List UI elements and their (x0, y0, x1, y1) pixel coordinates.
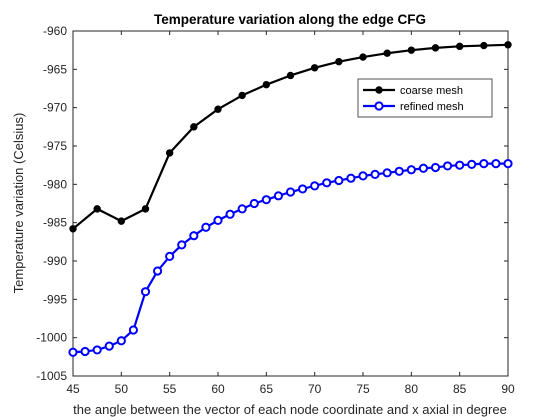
x-tick-label: 85 (453, 382, 467, 396)
data-point-refined-mesh (177, 240, 187, 250)
data-point-refined-mesh (201, 222, 211, 232)
y-axis: -1005 -1000 -995 -990 -985 -980 -975 -970 -965 -9… (36, 24, 508, 383)
x-tick-label: 75 (356, 382, 370, 396)
y-tick-label: -995 (43, 292, 67, 306)
x-tick-label: 90 (501, 382, 515, 396)
data-point-refined-mesh (116, 336, 126, 346)
data-point-refined-mesh (165, 251, 175, 261)
legend: coarse mesh refined mesh (357, 78, 493, 118)
chart-title: Temperature variation along the edge CFG (154, 12, 426, 27)
y-tick-label: -980 (43, 177, 67, 191)
data-point-coarse-mesh (69, 225, 77, 233)
data-point-coarse-mesh (286, 71, 295, 80)
x-tick-label: 70 (308, 382, 322, 396)
data-point-refined-mesh (370, 169, 380, 179)
data-point-coarse-mesh (165, 149, 174, 157)
x-axis-label: the angle between the vector of each nod… (73, 402, 507, 417)
data-point-refined-mesh (394, 166, 404, 176)
data-point-refined-mesh (467, 159, 477, 169)
y-tick-label: -990 (43, 254, 67, 268)
data-point-coarse-mesh (117, 217, 126, 225)
data-point-coarse-mesh (141, 205, 150, 213)
data-point-coarse-mesh (262, 80, 271, 89)
data-point-refined-mesh (237, 204, 247, 214)
data-point-refined-mesh (140, 287, 151, 297)
y-axis-label: Temperature variation (Celsius) (11, 113, 26, 294)
data-point-coarse-mesh (214, 105, 222, 113)
data-point-refined-mesh (406, 165, 416, 175)
legend-label-coarse-mesh: coarse mesh (400, 85, 463, 97)
data-point-coarse-mesh (359, 53, 367, 61)
data-point-refined-mesh (285, 187, 296, 197)
x-tick-label: 60 (211, 382, 225, 396)
data-point-refined-mesh (92, 345, 102, 355)
data-point-refined-mesh (273, 191, 284, 201)
data-point-refined-mesh (80, 346, 90, 357)
data-point-refined-mesh (430, 162, 441, 173)
data-point-refined-mesh (249, 198, 259, 209)
data-point-coarse-mesh (335, 57, 343, 66)
data-point-refined-mesh (128, 325, 139, 335)
data-point-coarse-mesh (504, 41, 512, 49)
y-tick-label: -975 (43, 139, 67, 153)
y-tick-label: -960 (43, 24, 67, 38)
y-tick-label: -970 (43, 101, 67, 115)
data-point-refined-mesh (213, 215, 223, 225)
data-point-refined-mesh (310, 181, 320, 191)
x-tick-label: 65 (260, 382, 274, 396)
data-point-coarse-mesh (431, 44, 440, 52)
y-tick-label: -985 (43, 216, 67, 230)
legend-box (357, 78, 493, 118)
data-point-refined-mesh (491, 159, 501, 169)
x-tick-label: 45 (66, 382, 80, 396)
data-point-refined-mesh (479, 159, 489, 169)
data-point-refined-mesh (442, 161, 453, 171)
x-tick-label: 50 (115, 382, 129, 396)
legend-marker-refined-mesh (374, 101, 384, 111)
data-point-refined-mesh (225, 209, 235, 219)
data-point-refined-mesh (104, 341, 114, 351)
data-point-refined-mesh (382, 168, 392, 178)
data-point-refined-mesh (68, 347, 78, 357)
data-point-refined-mesh (334, 175, 344, 186)
data-point-coarse-mesh (480, 41, 488, 50)
data-point-refined-mesh (358, 171, 368, 181)
data-point-coarse-mesh (383, 49, 391, 57)
data-point-coarse-mesh (455, 42, 464, 51)
data-point-refined-mesh (189, 231, 199, 241)
y-tick-label: -965 (43, 62, 67, 76)
x-tick-label: 55 (163, 382, 177, 396)
legend-marker-coarse-mesh (375, 86, 383, 94)
data-point-coarse-mesh (310, 64, 319, 72)
x-tick-label: 80 (405, 382, 419, 396)
data-point-refined-mesh (455, 160, 465, 170)
y-tick-label: -1005 (36, 369, 67, 383)
legend-label-refined-mesh: refined mesh (400, 101, 464, 113)
data-point-refined-mesh (261, 195, 271, 205)
x-axis: 45 50 55 60 65 70 75 80 85 90 (66, 31, 515, 396)
data-point-refined-mesh (297, 184, 308, 194)
series-layer (68, 41, 513, 357)
data-point-coarse-mesh (93, 205, 101, 213)
data-point-refined-mesh (322, 178, 332, 188)
data-point-refined-mesh (152, 266, 163, 276)
y-tick-label: -1000 (36, 331, 67, 345)
data-point-refined-mesh (346, 173, 356, 183)
data-point-coarse-mesh (238, 91, 246, 100)
data-point-coarse-mesh (190, 123, 198, 131)
data-point-coarse-mesh (407, 46, 416, 54)
data-point-refined-mesh (418, 163, 429, 173)
data-point-refined-mesh (503, 159, 513, 169)
